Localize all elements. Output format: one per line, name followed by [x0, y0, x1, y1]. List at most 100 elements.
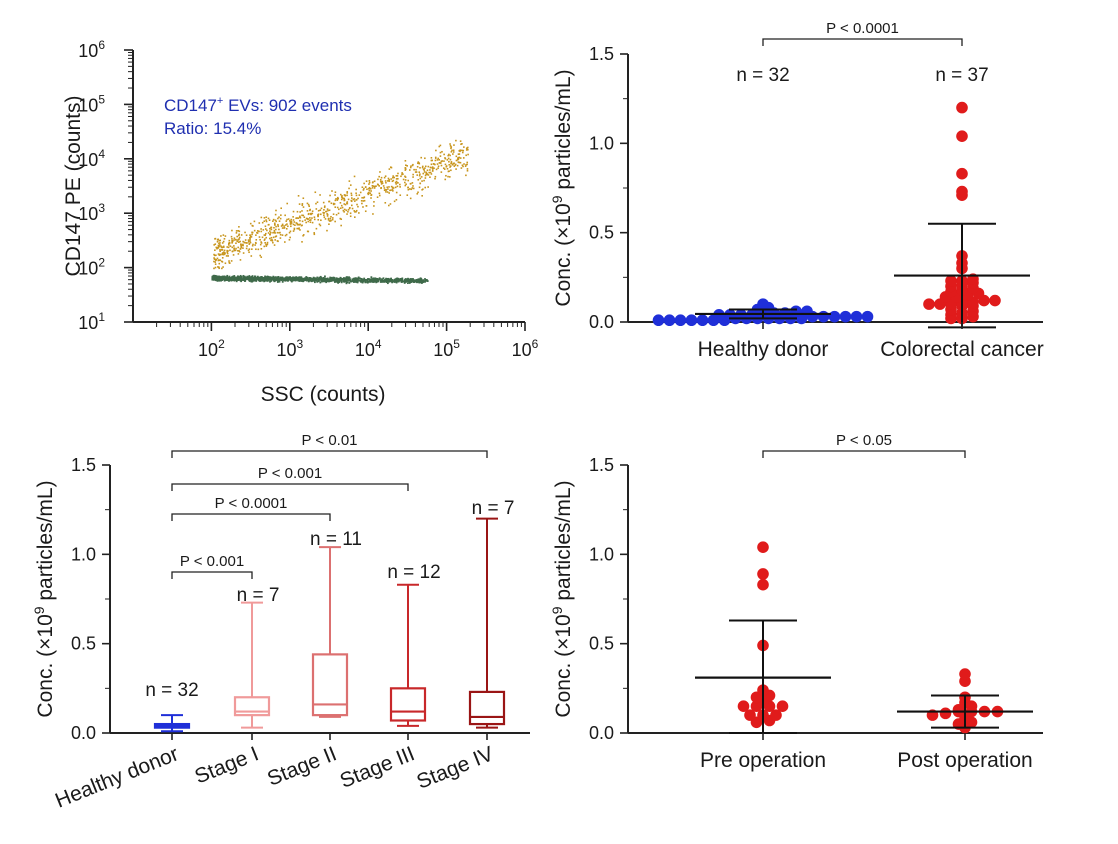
y-tick-label: 0.5	[589, 634, 614, 654]
positive-event-dot	[262, 229, 265, 231]
y-tick-label: 0.5	[71, 634, 96, 654]
data-point	[757, 568, 769, 580]
positive-event-dot	[309, 208, 311, 211]
y-tick-label: 0.0	[589, 312, 614, 332]
positive-event-dot	[302, 214, 305, 217]
positive-event-dot	[461, 142, 463, 145]
positive-event-dot	[425, 171, 428, 174]
positive-event-dot	[392, 187, 395, 189]
negative-event-dot	[218, 279, 221, 282]
negative-event-dot	[306, 276, 309, 279]
positive-event-dot	[226, 249, 228, 252]
negative-event-dot	[389, 278, 391, 281]
negative-event-dot	[372, 277, 375, 280]
negative-event-dot	[354, 280, 356, 282]
negative-event-dot	[242, 274, 245, 277]
positive-event-dot	[249, 236, 251, 239]
negative-event-dot	[310, 277, 312, 280]
negative-event-dot	[309, 277, 311, 280]
positive-event-dot	[358, 194, 361, 196]
positive-event-dot	[227, 246, 230, 249]
negative-event-dot	[323, 277, 326, 280]
negative-event-dot	[424, 280, 426, 283]
negative-event-dot	[271, 277, 274, 280]
negative-event-dot	[334, 281, 336, 283]
positive-event-dot	[302, 197, 305, 200]
negative-event-dot	[247, 276, 250, 278]
positive-event-dot	[302, 234, 304, 237]
positive-event-dot	[411, 182, 414, 184]
significance-bracket-label: P < 0.001	[258, 465, 322, 482]
positive-event-dot	[317, 209, 320, 212]
positive-event-dot	[344, 194, 346, 196]
negative-event-dot	[249, 276, 251, 279]
positive-event-dot	[323, 212, 325, 214]
positive-event-dot	[341, 195, 343, 197]
positive-event-dot	[217, 253, 220, 255]
positive-event-dot	[395, 178, 398, 180]
positive-event-dot	[379, 180, 382, 183]
negative-event-dot	[405, 279, 408, 282]
positive-event-dot	[444, 163, 447, 166]
positive-event-dot	[438, 162, 441, 164]
positive-event-dot	[248, 243, 251, 245]
positive-event-dot	[238, 233, 241, 236]
positive-event-dot	[439, 151, 442, 154]
positive-event-dot	[223, 249, 226, 252]
positive-event-dot	[306, 202, 309, 205]
negative-event-dot	[410, 278, 413, 281]
positive-event-dot	[289, 222, 292, 224]
positive-event-dot	[439, 155, 442, 157]
positive-event-dot	[354, 211, 356, 213]
positive-event-dot	[326, 215, 329, 217]
negative-event-dot	[278, 280, 281, 283]
x-tick-label: 103	[276, 337, 303, 360]
negative-event-dot	[393, 280, 396, 283]
positive-event-dot	[380, 176, 383, 179]
positive-event-dot	[311, 212, 314, 215]
data-point	[923, 298, 935, 310]
negative-event-dot	[379, 281, 382, 283]
positive-event-dot	[255, 239, 258, 241]
positive-event-dot	[220, 235, 222, 237]
significance-bracket-label: P < 0.01	[301, 432, 357, 449]
positive-event-dot	[295, 217, 297, 220]
positive-event-dot	[221, 242, 224, 244]
positive-event-dot	[361, 196, 363, 199]
positive-event-dot	[228, 239, 231, 242]
positive-event-dot	[330, 202, 333, 205]
positive-event-dot	[307, 213, 310, 216]
positive-event-dot	[330, 215, 332, 218]
positive-event-dot	[237, 229, 240, 232]
positive-event-dot	[334, 206, 337, 208]
negative-event-dot	[319, 278, 322, 281]
positive-event-dot	[466, 161, 469, 164]
positive-event-dot	[447, 154, 449, 157]
positive-event-dot	[213, 267, 215, 270]
negative-event-dot	[416, 279, 419, 282]
negative-event-dot	[420, 279, 422, 281]
negative-event-dot	[375, 281, 378, 284]
positive-event-dot	[346, 194, 348, 197]
n-label: n = 11	[310, 529, 362, 550]
positive-event-dot	[355, 198, 358, 201]
negative-event-dot	[335, 280, 338, 283]
positive-event-dot	[404, 181, 406, 184]
positive-event-dot	[346, 202, 348, 205]
negative-event-dot	[230, 279, 233, 282]
negative-event-dot	[331, 278, 333, 281]
negative-event-dot	[211, 277, 214, 279]
negative-event-dot	[377, 279, 380, 282]
positive-event-dot	[352, 198, 355, 201]
positive-event-dot	[436, 163, 439, 165]
positive-event-dot	[394, 181, 397, 184]
negative-event-dot	[362, 279, 365, 281]
positive-event-dot	[237, 246, 239, 249]
positive-event-dot	[331, 218, 334, 221]
positive-event-dot	[419, 166, 421, 169]
positive-event-dot	[231, 250, 234, 253]
positive-event-dot	[424, 167, 426, 169]
positive-event-dot	[386, 186, 389, 189]
positive-event-dot	[289, 230, 292, 233]
negative-event-dot	[409, 280, 412, 283]
